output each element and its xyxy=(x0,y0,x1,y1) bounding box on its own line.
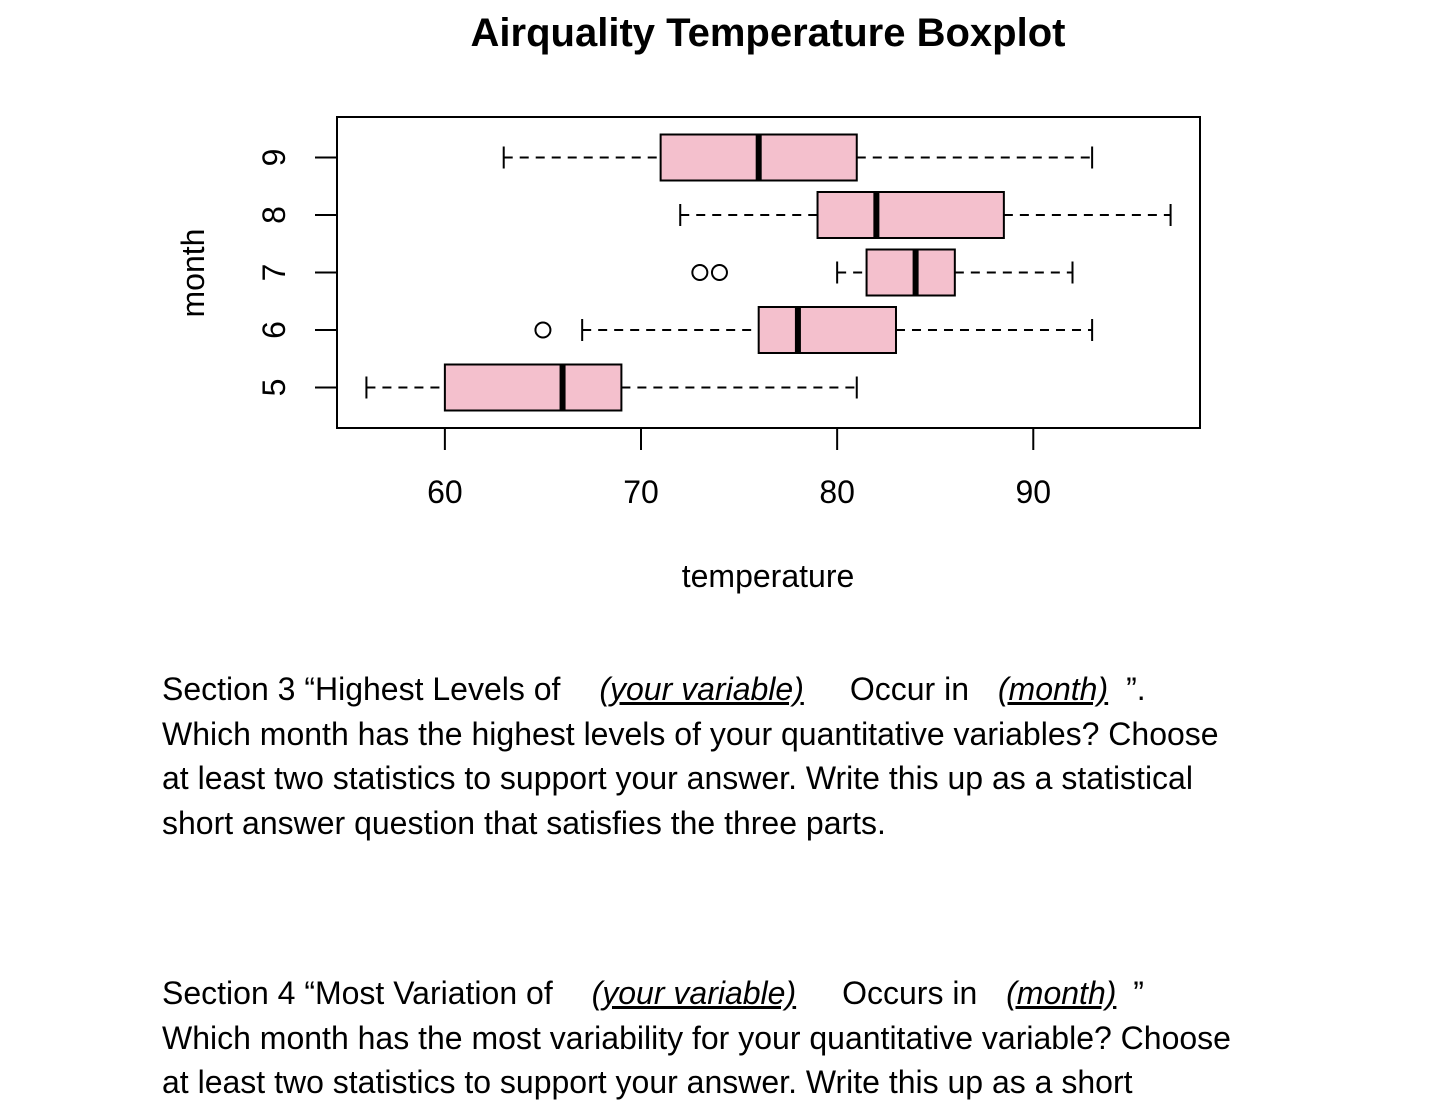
iqr-box xyxy=(865,248,956,297)
section-3-line-4: short answer question that satisfies the… xyxy=(162,804,886,841)
iqr-box xyxy=(757,306,897,354)
section-4-prefix: Section 4 “Most Variation of xyxy=(162,975,562,1011)
section-4-suffix: ” xyxy=(1124,975,1144,1011)
box-month-8 xyxy=(679,191,1172,239)
box-month-6 xyxy=(534,306,1094,354)
boxes-layer xyxy=(365,133,1172,412)
x-tick-label-60: 60 xyxy=(427,474,463,510)
x-axis-label: temperature xyxy=(682,558,855,594)
y-tick-label-8: 8 xyxy=(256,206,292,224)
section-4-variable-blank: (your variable) xyxy=(591,975,797,1011)
y-tick-label-7: 7 xyxy=(256,264,292,282)
chart-title: Airquality Temperature Boxplot xyxy=(471,11,1066,55)
section-4-middle: Occurs in xyxy=(842,975,987,1011)
outlier-point xyxy=(710,264,728,281)
boxplot-chart: Airquality Temperature Boxplot 60 70 80 90 5… xyxy=(175,11,1201,594)
section-3-line-2: Which month has the highest levels of yo… xyxy=(162,715,1219,752)
x-tick-label-90: 90 xyxy=(1015,474,1051,510)
section-4-prompt: Section 4 “Most Variation of (your varia… xyxy=(162,971,1362,1105)
iqr-box xyxy=(443,363,623,412)
y-tick-label-5: 5 xyxy=(256,379,292,397)
section-3-heading: Section 3 “Highest Levels of (your varia… xyxy=(162,667,1362,712)
section-3-month-blank: (month) xyxy=(997,671,1109,707)
section-3-middle: Occur in xyxy=(849,671,978,707)
y-tick-label-6: 6 xyxy=(256,321,292,339)
box-month-5 xyxy=(365,363,858,412)
x-tick-label-80: 80 xyxy=(819,474,855,510)
section-3-line-3: at least two statistics to support your … xyxy=(162,760,1193,796)
section-3-suffix: ”. xyxy=(1126,671,1146,707)
axes-layer: 60 70 80 90 5 6 7 8 9 xyxy=(256,149,1051,510)
outlier-point xyxy=(691,264,709,281)
section-3-prefix: Section 3 “Highest Levels of xyxy=(162,671,570,707)
section-4-line-2: Which month has the most variability for… xyxy=(162,1019,1231,1056)
box-month-7 xyxy=(691,248,1074,297)
section-3-variable-blank: (your variable) xyxy=(599,671,804,707)
iqr-box xyxy=(816,191,1005,239)
section-4-month-blank: (month) xyxy=(1006,975,1117,1011)
box-month-9 xyxy=(502,133,1094,182)
y-tick-label-9: 9 xyxy=(256,149,292,167)
section-4-heading: Section 4 “Most Variation of (your varia… xyxy=(162,971,1362,1016)
x-tick-label-70: 70 xyxy=(623,474,659,510)
section-3-prompt: Section 3 “Highest Levels of (your varia… xyxy=(162,667,1362,845)
outlier-point xyxy=(534,321,552,339)
section-4-line-3: at least two statistics to support your … xyxy=(162,1064,1133,1100)
y-axis-label: month xyxy=(175,229,211,318)
